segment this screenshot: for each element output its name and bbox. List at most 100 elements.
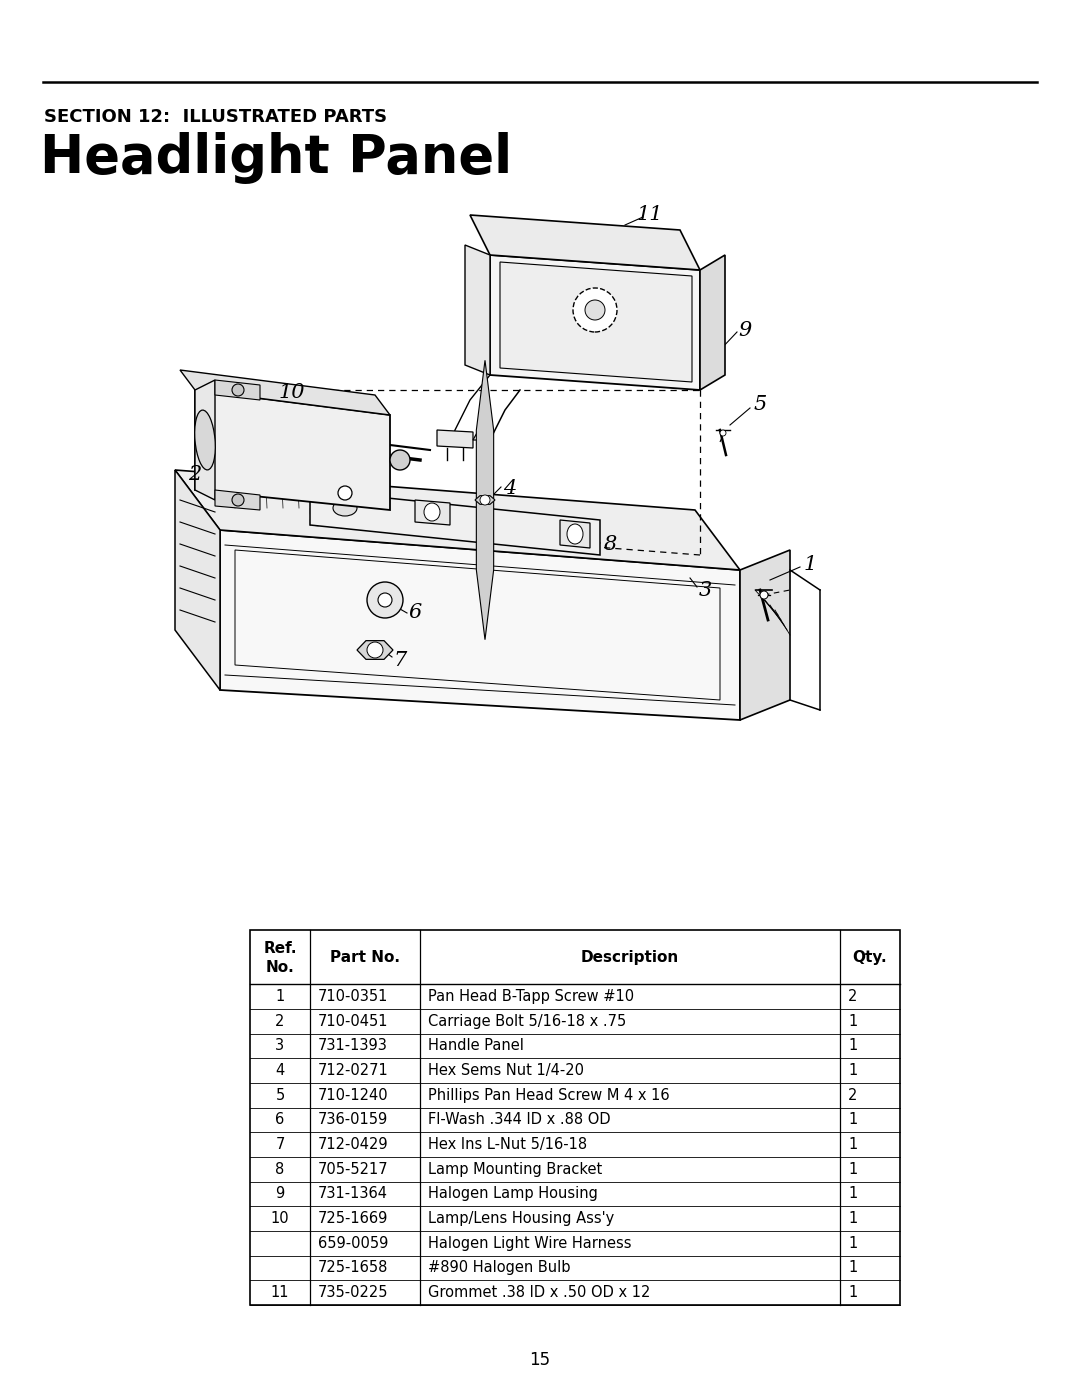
Text: 7: 7 — [275, 1137, 285, 1153]
Text: 1: 1 — [848, 1014, 858, 1028]
Text: 725-1658: 725-1658 — [318, 1260, 389, 1275]
Text: 1: 1 — [275, 989, 285, 1004]
Text: Handle Panel: Handle Panel — [428, 1038, 524, 1053]
Polygon shape — [490, 256, 700, 390]
Circle shape — [760, 591, 768, 599]
Polygon shape — [310, 490, 600, 555]
Polygon shape — [195, 390, 390, 510]
Text: 6: 6 — [408, 602, 421, 622]
Circle shape — [232, 495, 244, 506]
Circle shape — [480, 495, 490, 504]
Text: 9: 9 — [275, 1186, 285, 1201]
Text: 710-1240: 710-1240 — [318, 1088, 389, 1102]
Text: 4: 4 — [275, 1063, 285, 1078]
Polygon shape — [470, 215, 700, 270]
Ellipse shape — [194, 411, 215, 469]
Text: 712-0271: 712-0271 — [318, 1063, 389, 1078]
Text: Headlight Panel: Headlight Panel — [40, 131, 512, 184]
Circle shape — [390, 450, 410, 469]
Polygon shape — [476, 360, 494, 640]
Text: 735-0225: 735-0225 — [318, 1285, 389, 1301]
Ellipse shape — [424, 503, 440, 521]
Polygon shape — [215, 380, 260, 400]
Text: Phillips Pan Head Screw M 4 x 16: Phillips Pan Head Screw M 4 x 16 — [428, 1088, 670, 1102]
Text: 1: 1 — [848, 1236, 858, 1250]
Text: 725-1669: 725-1669 — [318, 1211, 389, 1227]
Text: 2: 2 — [848, 989, 858, 1004]
Circle shape — [338, 486, 352, 500]
Polygon shape — [175, 469, 740, 570]
Circle shape — [232, 384, 244, 395]
Text: Pan Head B-Tapp Screw #10: Pan Head B-Tapp Screw #10 — [428, 989, 634, 1004]
Polygon shape — [175, 469, 220, 690]
Text: 1: 1 — [848, 1112, 858, 1127]
Polygon shape — [475, 496, 495, 504]
Text: #890 Halogen Bulb: #890 Halogen Bulb — [428, 1260, 570, 1275]
Polygon shape — [465, 244, 490, 374]
Text: Hex Ins L-Nut 5/16-18: Hex Ins L-Nut 5/16-18 — [428, 1137, 588, 1153]
Circle shape — [573, 288, 617, 332]
Text: 1: 1 — [848, 1260, 858, 1275]
Text: Grommet .38 ID x .50 OD x 12: Grommet .38 ID x .50 OD x 12 — [428, 1285, 650, 1301]
Text: Carriage Bolt 5/16-18 x .75: Carriage Bolt 5/16-18 x .75 — [428, 1014, 626, 1028]
Text: 2: 2 — [848, 1088, 858, 1102]
Text: Halogen Lamp Housing: Halogen Lamp Housing — [428, 1186, 598, 1201]
Text: Qty.: Qty. — [853, 950, 888, 965]
Text: 4: 4 — [503, 479, 516, 497]
Polygon shape — [561, 520, 590, 548]
Polygon shape — [215, 490, 260, 510]
Text: Halogen Light Wire Harness: Halogen Light Wire Harness — [428, 1236, 632, 1250]
Circle shape — [585, 300, 605, 320]
Text: 8: 8 — [275, 1162, 285, 1176]
Text: Lamp Mounting Bracket: Lamp Mounting Bracket — [428, 1162, 603, 1176]
Text: SECTION 12:  ILLUSTRATED PARTS: SECTION 12: ILLUSTRATED PARTS — [44, 108, 387, 126]
Circle shape — [378, 592, 392, 608]
Text: 11: 11 — [637, 205, 663, 225]
Polygon shape — [740, 550, 789, 719]
Circle shape — [720, 430, 726, 436]
Text: 705-5217: 705-5217 — [318, 1162, 389, 1176]
Text: Ref.: Ref. — [264, 942, 297, 957]
Text: 1: 1 — [848, 1186, 858, 1201]
Text: 5: 5 — [275, 1088, 285, 1102]
Text: 1: 1 — [848, 1137, 858, 1153]
Text: 1: 1 — [848, 1162, 858, 1176]
Text: 710-0451: 710-0451 — [318, 1014, 389, 1028]
Polygon shape — [357, 641, 393, 659]
Text: Hex Sems Nut 1/4-20: Hex Sems Nut 1/4-20 — [428, 1063, 584, 1078]
Text: 11: 11 — [271, 1285, 289, 1301]
Circle shape — [367, 583, 403, 617]
Text: 3: 3 — [275, 1038, 284, 1053]
Text: 710-0351: 710-0351 — [318, 989, 389, 1004]
Ellipse shape — [333, 500, 357, 515]
Text: 1: 1 — [848, 1285, 858, 1301]
Polygon shape — [437, 430, 473, 448]
Text: Part No.: Part No. — [330, 950, 400, 965]
Polygon shape — [700, 256, 725, 390]
Text: 1: 1 — [848, 1063, 858, 1078]
Circle shape — [367, 643, 383, 658]
Text: 731-1364: 731-1364 — [318, 1186, 388, 1201]
Bar — [249, 930, 900, 1305]
Text: Description: Description — [581, 950, 679, 965]
Text: 8: 8 — [604, 535, 617, 555]
Text: 1: 1 — [804, 556, 816, 574]
Text: 10: 10 — [279, 383, 306, 401]
Text: 736-0159: 736-0159 — [318, 1112, 388, 1127]
Text: 3: 3 — [699, 581, 712, 599]
Polygon shape — [500, 263, 692, 381]
Text: 1: 1 — [848, 1211, 858, 1227]
Text: 10: 10 — [271, 1211, 289, 1227]
Text: Fl-Wash .344 ID x .88 OD: Fl-Wash .344 ID x .88 OD — [428, 1112, 610, 1127]
Text: 2: 2 — [188, 465, 202, 485]
Polygon shape — [195, 380, 215, 500]
Text: No.: No. — [266, 961, 295, 975]
Text: 9: 9 — [739, 320, 752, 339]
Text: 15: 15 — [529, 1351, 551, 1369]
Text: 7: 7 — [393, 651, 407, 669]
Ellipse shape — [567, 524, 583, 543]
Text: 712-0429: 712-0429 — [318, 1137, 389, 1153]
Text: 659-0059: 659-0059 — [318, 1236, 389, 1250]
Text: 5: 5 — [754, 395, 767, 415]
Polygon shape — [220, 529, 740, 719]
